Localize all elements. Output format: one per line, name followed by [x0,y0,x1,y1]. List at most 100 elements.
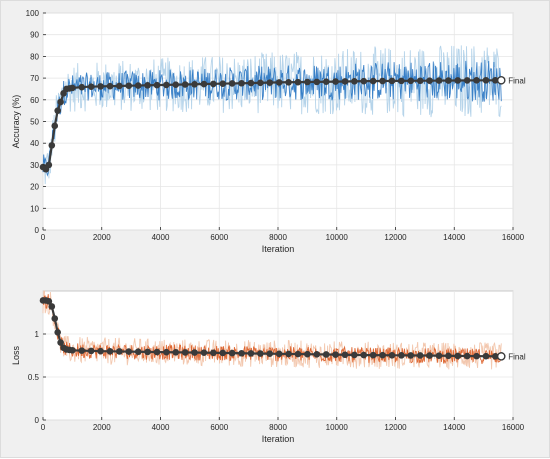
loss-x-tick-label: 16000 [502,423,525,432]
loss-epoch-marker [266,350,274,357]
loss-epoch-marker [78,347,86,354]
loss-epoch-marker [416,352,424,359]
accuracy-epoch-marker [351,78,358,85]
accuracy-epoch-marker [416,77,424,85]
accuracy-epoch-marker [285,78,292,86]
accuracy-y-tick-label: 10 [30,204,39,213]
accuracy-x-tick-label: 2000 [93,233,111,242]
accuracy-epoch-marker [116,82,123,90]
accuracy-epoch-marker [78,83,86,91]
loss-epoch-marker [294,350,302,358]
accuracy-epoch-marker [219,80,227,87]
accuracy-y-axis-label: Accuracy (%) [11,95,21,149]
loss-x-tick-label: 0 [41,423,46,432]
loss-x-tick-label: 14000 [443,423,466,432]
loss-epoch-marker [153,348,161,356]
accuracy-epoch-marker [45,161,53,169]
accuracy-y-tick-label: 80 [30,52,39,61]
loss-epoch-marker [407,352,415,359]
accuracy-epoch-marker [445,77,452,84]
accuracy-x-tick-label: 12000 [384,233,407,242]
accuracy-x-tick-label: 8000 [269,233,287,242]
loss-epoch-marker [313,351,321,358]
accuracy-epoch-marker [463,77,471,84]
loss-epoch-marker [398,352,405,359]
loss-epoch-marker [48,303,56,310]
accuracy-epoch-marker [97,83,104,90]
accuracy-y-tick-label: 70 [30,74,39,83]
accuracy-y-tick-label: 50 [30,118,39,127]
accuracy-epoch-marker [51,122,59,130]
loss-epoch-marker [87,347,95,355]
accuracy-epoch-marker [172,81,180,89]
loss-epoch-marker [247,350,255,357]
accuracy-epoch-marker [294,78,302,86]
loss-epoch-marker [200,349,208,356]
accuracy-y-tick-label: 30 [30,161,39,170]
loss-x-tick-label: 10000 [326,423,349,432]
accuracy-epoch-marker [332,78,339,85]
accuracy-epoch-marker [87,83,95,90]
accuracy-epoch-marker [379,77,386,85]
accuracy-y-tick-label: 20 [30,183,39,192]
loss-epoch-marker [51,315,59,322]
accuracy-epoch-marker [153,81,161,89]
accuracy-epoch-marker [48,142,56,149]
accuracy-x-tick-label: 0 [41,233,46,242]
accuracy-x-tick-label: 6000 [210,233,228,242]
loss-final-marker [496,352,506,361]
accuracy-epoch-marker [454,77,462,84]
loss-epoch-marker [97,347,104,355]
accuracy-epoch-marker [238,79,245,87]
loss-epoch-marker [219,349,227,357]
loss-epoch-marker [144,348,151,356]
loss-epoch-marker [473,352,480,360]
loss-epoch-marker [163,348,170,356]
loss-x-tick-label: 12000 [384,423,407,432]
loss-epoch-marker [210,349,217,357]
loss-epoch-marker [134,348,142,356]
accuracy-epoch-marker [435,77,443,84]
accuracy-epoch-marker [181,81,189,88]
loss-x-tick-label: 8000 [269,423,287,432]
loss-y-tick-label: 0.5 [28,373,40,382]
accuracy-epoch-marker [322,78,330,86]
loss-epoch-marker [191,349,198,356]
loss-x-tick-label: 6000 [210,423,228,432]
loss-epoch-marker [54,328,61,336]
loss-epoch-marker [45,298,53,305]
loss-epoch-marker [106,348,114,355]
loss-epoch-marker [181,349,189,356]
accuracy-epoch-marker [369,77,377,85]
loss-epoch-marker [482,352,490,360]
loss-raw-trace [42,290,502,370]
accuracy-epoch-marker [275,79,283,86]
loss-epoch-marker [172,348,180,356]
loss-y-axis-label: Loss [11,345,21,365]
accuracy-epoch-marker [125,82,133,90]
accuracy-epoch-marker [388,77,396,85]
loss-final-label: Final [508,352,526,361]
accuracy-epoch-marker [69,84,76,92]
accuracy-final-marker [496,75,506,85]
loss-epoch-marker [285,350,292,358]
loss-epoch-marker [116,348,123,355]
loss-y-tick-label: 0 [35,416,40,425]
loss-epoch-marker [341,351,349,359]
loss-epoch-marker [275,350,283,358]
loss-epoch-marker [69,347,76,354]
accuracy-y-tick-label: 90 [30,31,39,40]
loss-epoch-marker [360,351,368,359]
loss-epoch-marker [454,352,462,360]
accuracy-epoch-marker [492,76,499,84]
accuracy-epoch-marker [210,80,217,88]
accuracy-epoch-marker [313,78,321,86]
accuracy-epoch-marker [266,79,274,86]
accuracy-epoch-marker [360,77,368,85]
accuracy-epoch-marker [144,82,151,89]
loss-chart: Final 0 2000 4000 6000 8000 10000 12000 14000 160… [11,290,526,444]
accuracy-x-tick-label: 10000 [326,233,349,242]
loss-epoch-marker [445,352,452,360]
loss-x-tick-label: 2000 [93,423,111,432]
